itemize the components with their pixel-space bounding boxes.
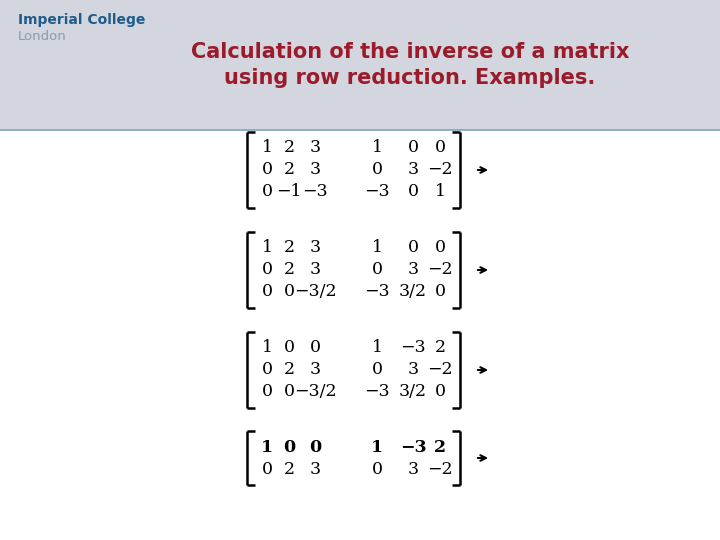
Text: 0: 0 xyxy=(283,438,295,456)
Text: 3: 3 xyxy=(310,161,320,179)
Text: 3: 3 xyxy=(408,461,418,477)
Text: 0: 0 xyxy=(309,438,321,456)
Text: 1: 1 xyxy=(261,240,272,256)
Text: 2: 2 xyxy=(284,240,294,256)
Text: 3: 3 xyxy=(310,139,320,157)
Text: 2: 2 xyxy=(434,340,446,356)
Text: 0: 0 xyxy=(372,461,382,477)
Text: using row reduction. Examples.: using row reduction. Examples. xyxy=(225,68,595,88)
Text: 1: 1 xyxy=(372,240,382,256)
Text: 0: 0 xyxy=(408,240,418,256)
Text: −3: −3 xyxy=(364,184,390,200)
Text: 3: 3 xyxy=(310,361,320,379)
Text: Imperial College: Imperial College xyxy=(18,13,145,27)
Text: −3: −3 xyxy=(400,438,426,456)
Text: 3: 3 xyxy=(408,161,418,179)
Text: 3: 3 xyxy=(408,361,418,379)
Text: 0: 0 xyxy=(372,161,382,179)
Text: London: London xyxy=(18,30,67,43)
Text: 0: 0 xyxy=(284,340,294,356)
Text: 0: 0 xyxy=(261,461,272,477)
Text: 0: 0 xyxy=(310,340,320,356)
Text: 0: 0 xyxy=(261,261,272,279)
Text: 0: 0 xyxy=(434,139,446,157)
Text: 0: 0 xyxy=(434,240,446,256)
Text: 3/2: 3/2 xyxy=(399,284,427,300)
Text: 0: 0 xyxy=(261,184,272,200)
Text: −3: −3 xyxy=(364,284,390,300)
Text: 0: 0 xyxy=(284,284,294,300)
Text: 1: 1 xyxy=(261,340,272,356)
Text: 2: 2 xyxy=(284,461,294,477)
Text: 3: 3 xyxy=(310,261,320,279)
Text: 1: 1 xyxy=(261,139,272,157)
Text: 1: 1 xyxy=(261,438,273,456)
Text: −3: −3 xyxy=(364,383,390,401)
Text: 0: 0 xyxy=(434,284,446,300)
Text: 2: 2 xyxy=(434,438,446,456)
Text: 3: 3 xyxy=(310,461,320,477)
Text: 0: 0 xyxy=(408,139,418,157)
Text: −2: −2 xyxy=(427,161,453,179)
Text: 0: 0 xyxy=(261,161,272,179)
Text: 1: 1 xyxy=(371,438,383,456)
Text: 2: 2 xyxy=(284,261,294,279)
Text: 0: 0 xyxy=(372,261,382,279)
Text: 1: 1 xyxy=(372,139,382,157)
Text: 1: 1 xyxy=(434,184,446,200)
Text: 3: 3 xyxy=(310,240,320,256)
Text: 0: 0 xyxy=(284,383,294,401)
Text: 0: 0 xyxy=(372,361,382,379)
Text: −3: −3 xyxy=(400,340,426,356)
Text: −2: −2 xyxy=(427,261,453,279)
Text: −1: −1 xyxy=(276,184,302,200)
Text: 0: 0 xyxy=(261,361,272,379)
Text: 2: 2 xyxy=(284,361,294,379)
Text: −2: −2 xyxy=(427,461,453,477)
Text: Calculation of the inverse of a matrix: Calculation of the inverse of a matrix xyxy=(191,42,629,62)
Text: 0: 0 xyxy=(261,383,272,401)
Text: 2: 2 xyxy=(284,161,294,179)
Text: −2: −2 xyxy=(427,361,453,379)
Text: 0: 0 xyxy=(408,184,418,200)
Text: 0: 0 xyxy=(261,284,272,300)
Text: 0: 0 xyxy=(434,383,446,401)
Text: −3: −3 xyxy=(302,184,328,200)
Text: −3/2: −3/2 xyxy=(294,383,336,401)
Text: 3/2: 3/2 xyxy=(399,383,427,401)
Text: 2: 2 xyxy=(284,139,294,157)
Bar xyxy=(0,0,720,130)
Text: 1: 1 xyxy=(372,340,382,356)
Text: −3/2: −3/2 xyxy=(294,284,336,300)
Bar xyxy=(0,130,720,540)
Text: 3: 3 xyxy=(408,261,418,279)
